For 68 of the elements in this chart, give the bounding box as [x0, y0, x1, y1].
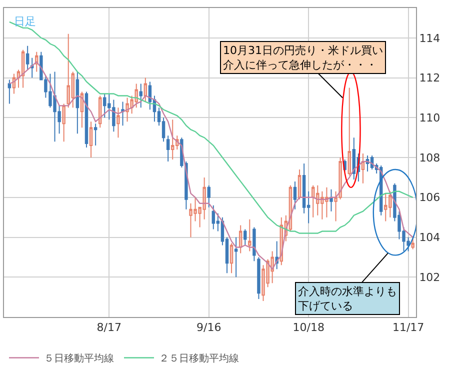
candlestick [293, 180, 297, 210]
candlestick [166, 135, 170, 162]
candlestick [66, 33, 70, 108]
candlestick [338, 157, 342, 200]
y-tick-label: 106 [419, 191, 440, 204]
annotation: 介入時の水準よりも下げている [298, 285, 397, 312]
candlestick [266, 258, 270, 288]
y-tick-label: 112 [419, 72, 440, 85]
candlestick [98, 95, 102, 128]
y-tick-label: 104 [419, 231, 440, 244]
candlestick [325, 186, 328, 218]
candlestick [248, 218, 252, 252]
candlestick [207, 184, 210, 208]
candlestick [30, 57, 34, 78]
candlestick [388, 190, 392, 218]
candlestick [121, 101, 124, 126]
candlestick [126, 97, 129, 122]
line-series [8, 61, 414, 270]
candlestick [189, 202, 192, 238]
candlestick [21, 49, 25, 88]
candlestick [71, 71, 74, 108]
candlestick [198, 206, 202, 228]
candlestick [171, 119, 174, 160]
candlestick [144, 77, 148, 102]
candlestick [244, 228, 247, 246]
candlestick [234, 236, 238, 278]
x-tick-label: 10/18 [292, 321, 324, 334]
candlestick [194, 196, 197, 222]
candlestick [348, 87, 351, 176]
candlestick [352, 137, 356, 180]
candlestick [62, 103, 66, 142]
candlestick [230, 242, 234, 274]
legend-label: ５日移動平均線 [44, 352, 114, 365]
candlestick [361, 153, 365, 184]
candlestick [139, 83, 142, 108]
candlestick [252, 226, 256, 262]
candlestick [89, 121, 93, 158]
y-tick-label: 108 [419, 151, 440, 164]
annotation: 10月31日の円売り・米ドル買い介入に伴って急伸したが・・・ [223, 44, 383, 72]
candlestick [84, 91, 88, 148]
candlestick [316, 184, 320, 216]
x-tick-label: 11/17 [392, 321, 424, 334]
candlestick [26, 45, 30, 70]
candlestick [202, 176, 206, 220]
candlestick [8, 79, 12, 104]
candlestick [270, 250, 274, 284]
candlestick [320, 190, 324, 220]
candlestick [384, 192, 388, 222]
candlestick [330, 188, 333, 212]
candlestick [76, 71, 80, 134]
y-tick-label: 110 [419, 112, 440, 124]
candlestick [298, 168, 302, 200]
annotation: 日足 [14, 15, 36, 28]
candlestick [212, 204, 216, 230]
candlestick [130, 95, 134, 114]
candlestick [262, 264, 265, 302]
candlestick [94, 123, 98, 146]
y-tick-label: 102 [419, 270, 440, 284]
x-tick-label: 9/16 [196, 321, 222, 334]
candlestick [257, 256, 260, 300]
candlestick [80, 91, 84, 128]
y-tick-label: 114 [419, 32, 440, 45]
candlestick [312, 184, 315, 218]
candlestick [238, 224, 242, 254]
candlestick [116, 107, 120, 138]
legend-label: ２５日移動平均線 [159, 352, 239, 365]
x-tick-label: 8/17 [96, 321, 122, 334]
candlestick [334, 190, 338, 222]
